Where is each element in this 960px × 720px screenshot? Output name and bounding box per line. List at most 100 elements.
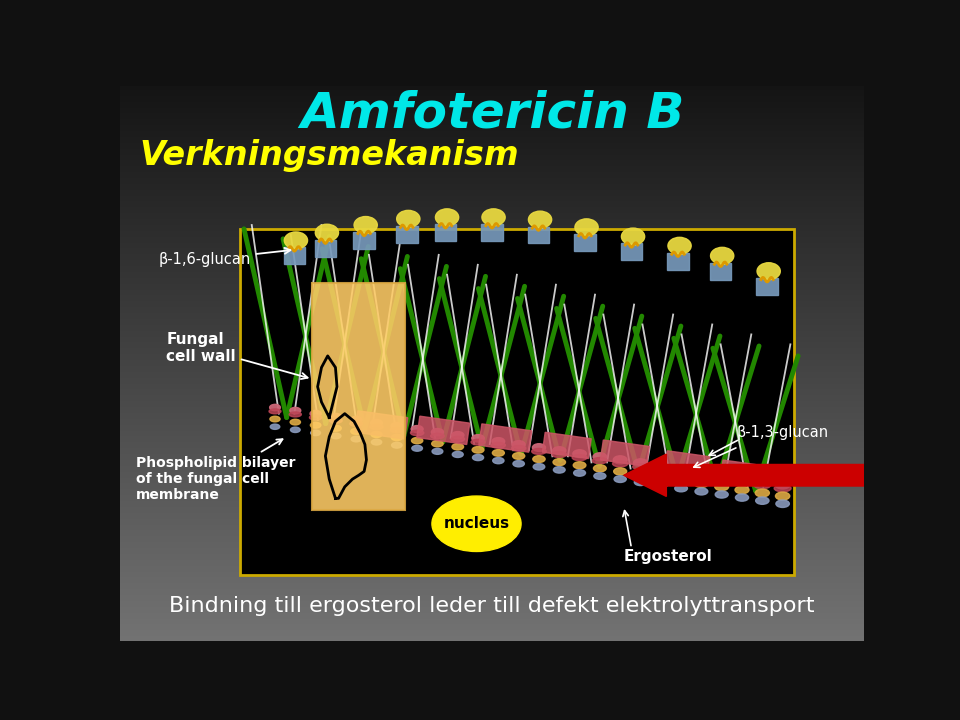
Ellipse shape xyxy=(349,421,363,426)
Ellipse shape xyxy=(452,444,464,450)
Ellipse shape xyxy=(715,483,729,490)
Ellipse shape xyxy=(733,479,751,485)
Ellipse shape xyxy=(289,412,301,417)
Ellipse shape xyxy=(512,446,526,451)
Ellipse shape xyxy=(634,459,647,467)
Ellipse shape xyxy=(757,263,780,279)
Bar xyxy=(312,283,405,510)
Ellipse shape xyxy=(492,438,505,445)
Ellipse shape xyxy=(573,462,586,469)
Ellipse shape xyxy=(471,439,485,445)
Ellipse shape xyxy=(635,479,647,485)
Ellipse shape xyxy=(695,480,708,487)
Ellipse shape xyxy=(411,430,423,436)
Ellipse shape xyxy=(756,497,769,504)
Ellipse shape xyxy=(714,471,729,480)
Ellipse shape xyxy=(431,428,444,436)
Ellipse shape xyxy=(309,415,322,420)
Ellipse shape xyxy=(552,451,566,457)
Bar xyxy=(542,432,591,459)
Text: Amfotericin B: Amfotericin B xyxy=(300,89,684,138)
Ellipse shape xyxy=(593,453,607,461)
Ellipse shape xyxy=(573,450,587,458)
Ellipse shape xyxy=(593,465,607,472)
Ellipse shape xyxy=(553,446,565,454)
Ellipse shape xyxy=(269,409,281,414)
Ellipse shape xyxy=(351,436,361,442)
Text: Ergosterol: Ergosterol xyxy=(624,549,712,564)
Ellipse shape xyxy=(674,465,688,473)
Bar xyxy=(417,416,469,444)
Ellipse shape xyxy=(370,424,383,429)
Bar xyxy=(435,224,456,241)
Ellipse shape xyxy=(451,431,464,438)
Text: Phospholipid bilayer
of the fungal cell
membrane: Phospholipid bilayer of the fungal cell … xyxy=(135,439,295,503)
Ellipse shape xyxy=(290,419,300,425)
Ellipse shape xyxy=(492,457,504,464)
Ellipse shape xyxy=(371,431,382,438)
Text: β-1,3-glucan: β-1,3-glucan xyxy=(736,426,828,441)
Ellipse shape xyxy=(533,444,545,451)
Bar xyxy=(574,234,596,251)
Ellipse shape xyxy=(673,469,689,476)
Ellipse shape xyxy=(513,461,524,467)
Ellipse shape xyxy=(392,442,402,448)
Ellipse shape xyxy=(270,424,279,429)
Bar xyxy=(479,424,532,452)
Bar xyxy=(756,278,778,295)
Ellipse shape xyxy=(330,413,342,420)
Ellipse shape xyxy=(451,436,465,442)
Ellipse shape xyxy=(331,433,341,438)
Ellipse shape xyxy=(735,486,749,494)
Ellipse shape xyxy=(633,464,648,470)
Ellipse shape xyxy=(471,435,484,442)
Ellipse shape xyxy=(330,426,341,431)
Bar xyxy=(355,411,408,439)
Ellipse shape xyxy=(270,405,280,410)
Ellipse shape xyxy=(513,453,525,459)
Ellipse shape xyxy=(329,418,342,423)
Ellipse shape xyxy=(653,467,668,473)
Ellipse shape xyxy=(492,442,505,448)
Text: nucleus: nucleus xyxy=(444,516,510,531)
Ellipse shape xyxy=(592,457,608,464)
Ellipse shape xyxy=(472,454,484,461)
Ellipse shape xyxy=(693,473,709,480)
Ellipse shape xyxy=(310,423,321,428)
Ellipse shape xyxy=(436,209,459,226)
Text: Bindning till ergosterol leder till defekt elektrolyttransport: Bindning till ergosterol leder till defe… xyxy=(169,596,815,616)
Bar xyxy=(396,226,418,243)
Bar xyxy=(528,227,549,243)
Ellipse shape xyxy=(431,433,444,438)
Ellipse shape xyxy=(594,473,606,480)
Ellipse shape xyxy=(574,469,586,476)
Ellipse shape xyxy=(715,491,729,498)
Ellipse shape xyxy=(290,408,300,414)
Bar xyxy=(353,232,375,249)
Ellipse shape xyxy=(310,410,322,417)
Ellipse shape xyxy=(694,468,708,477)
Bar xyxy=(601,440,649,467)
Ellipse shape xyxy=(412,438,422,444)
Bar xyxy=(315,240,336,256)
Ellipse shape xyxy=(533,464,544,470)
Ellipse shape xyxy=(776,500,789,508)
Ellipse shape xyxy=(754,482,771,489)
Ellipse shape xyxy=(734,474,750,482)
Ellipse shape xyxy=(311,430,321,436)
Ellipse shape xyxy=(350,428,362,434)
Ellipse shape xyxy=(452,451,464,457)
Ellipse shape xyxy=(612,461,628,467)
Ellipse shape xyxy=(532,449,546,454)
Ellipse shape xyxy=(528,211,552,228)
Ellipse shape xyxy=(654,462,668,470)
Ellipse shape xyxy=(432,441,444,447)
Ellipse shape xyxy=(270,416,280,422)
Ellipse shape xyxy=(614,476,626,482)
Ellipse shape xyxy=(372,439,382,445)
Bar xyxy=(665,451,709,475)
Ellipse shape xyxy=(654,474,667,481)
Ellipse shape xyxy=(432,496,521,552)
Text: Verkningsmekanism: Verkningsmekanism xyxy=(139,139,519,172)
Ellipse shape xyxy=(655,482,667,489)
